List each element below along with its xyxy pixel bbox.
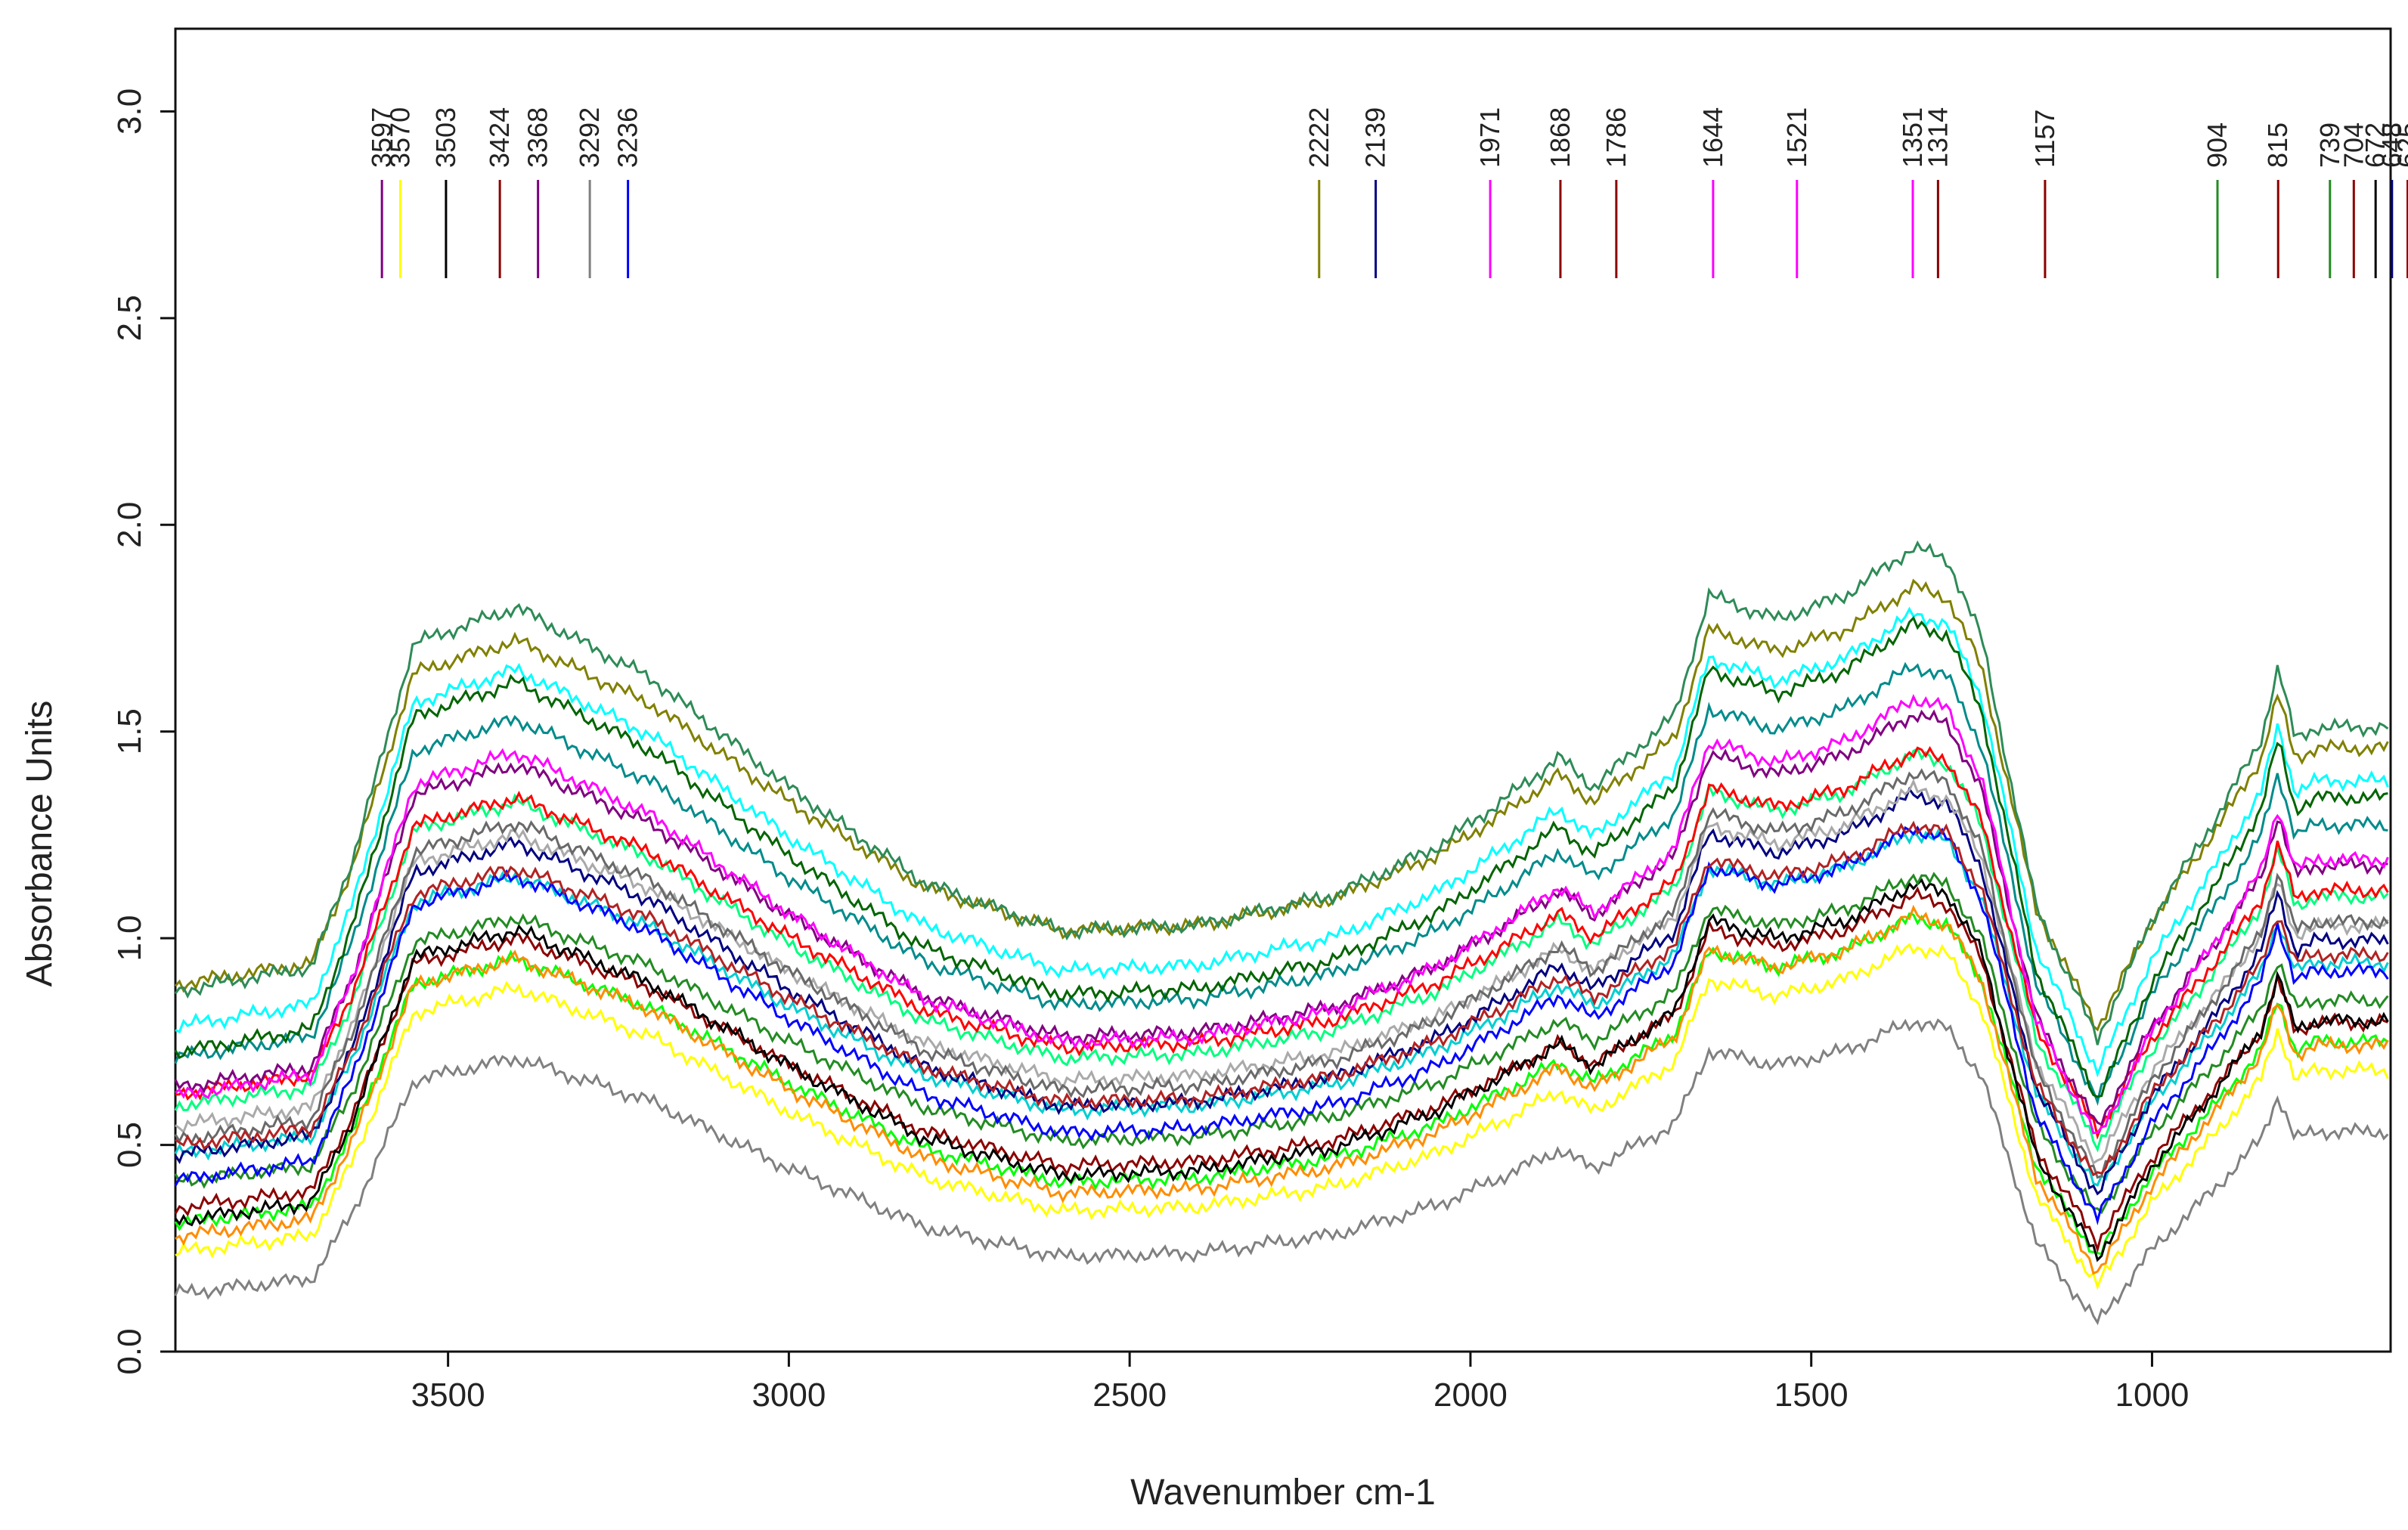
plot-frame	[174, 27, 2392, 1353]
peak-label-2139: 2139	[1360, 107, 1391, 168]
series-line-s15	[175, 693, 2389, 1135]
peak-label-648: 648	[2376, 122, 2407, 168]
peak-label-3368: 3368	[522, 107, 553, 168]
x-tick-label-3500: 3500	[411, 1377, 485, 1414]
series-line-s05	[174, 886, 2388, 1254]
series-line-s21	[174, 768, 2389, 1179]
series-line-s22	[175, 820, 2389, 1177]
peak-label-1314: 1314	[1922, 107, 1953, 168]
peak-label-3424: 3424	[484, 107, 515, 168]
series-line-s09	[174, 825, 2389, 1225]
y-tick-label-3.0: 3.0	[111, 88, 148, 135]
y-tick-label-2.0: 2.0	[111, 502, 148, 548]
peak-label-3503: 3503	[430, 107, 461, 168]
peak-label-815: 815	[2262, 122, 2293, 168]
peak-label-3597: 3597	[366, 107, 397, 168]
peak-label-1644: 1644	[1697, 107, 1728, 168]
series-group	[174, 540, 2389, 1326]
peak-label-2222: 2222	[1303, 107, 1334, 168]
y-tick-label-1.0: 1.0	[111, 915, 148, 962]
x-tick-label-1500: 1500	[1774, 1377, 1849, 1414]
peak-label-1868: 1868	[1545, 107, 1576, 168]
x-tick-label-3000: 3000	[752, 1377, 826, 1414]
y-axis-label: Absorbance Units	[20, 701, 60, 987]
series-line-s08	[174, 828, 2389, 1187]
x-axis: 3500 3000 2500 2000 1500 1000	[411, 1352, 2190, 1414]
y-tick-label-2.5: 2.5	[111, 295, 148, 341]
peak-label-704: 704	[2338, 122, 2369, 168]
series-line-s19	[174, 578, 2389, 1032]
y-axis: 0.0 0.5 1.0 1.5 2.0 2.5 3.0	[111, 88, 175, 1375]
peak-label-1351: 1351	[1897, 107, 1928, 168]
series-line-s07	[174, 872, 2389, 1215]
series-line-s02	[175, 943, 2389, 1290]
series-line-s04	[175, 904, 2389, 1275]
y-tick-label-0.5: 0.5	[111, 1122, 148, 1168]
peak-label-3292: 3292	[574, 107, 605, 168]
series-line-s13	[175, 745, 2389, 1140]
x-tick-label-2500: 2500	[1092, 1377, 1167, 1414]
series-line-s11	[175, 778, 2389, 1165]
series-line-s20	[174, 540, 2389, 1045]
peak-label-1157: 1157	[2029, 110, 2060, 168]
series-line-s10	[174, 786, 2389, 1196]
y-tick-label-0.0: 0.0	[111, 1328, 148, 1374]
x-axis-label: Wavenumber cm-1	[1130, 1473, 1436, 1513]
x-tick-label-1000: 1000	[2115, 1377, 2190, 1414]
x-tick-label-2000: 2000	[1433, 1377, 1508, 1414]
series-line-s17	[175, 606, 2389, 1078]
series-line-s16	[174, 661, 2388, 1106]
series-line-s18	[174, 615, 2388, 1098]
y-tick-label-1.5: 1.5	[111, 708, 148, 754]
series-line-s01	[174, 1018, 2389, 1326]
series-line-s06	[174, 878, 2389, 1262]
peak-label-904: 904	[2202, 122, 2233, 168]
peak-label-625: 625	[2392, 122, 2408, 168]
peak-label-1786: 1786	[1601, 107, 1632, 168]
peak-label-1521: 1521	[1781, 107, 1812, 168]
peak-label-3236: 3236	[612, 107, 643, 168]
peak-label-672: 672	[2360, 122, 2391, 168]
peak-label-739: 739	[2314, 122, 2345, 168]
peak-label-1971: 1971	[1474, 107, 1505, 168]
peak-label-3570: 3570	[385, 107, 416, 168]
